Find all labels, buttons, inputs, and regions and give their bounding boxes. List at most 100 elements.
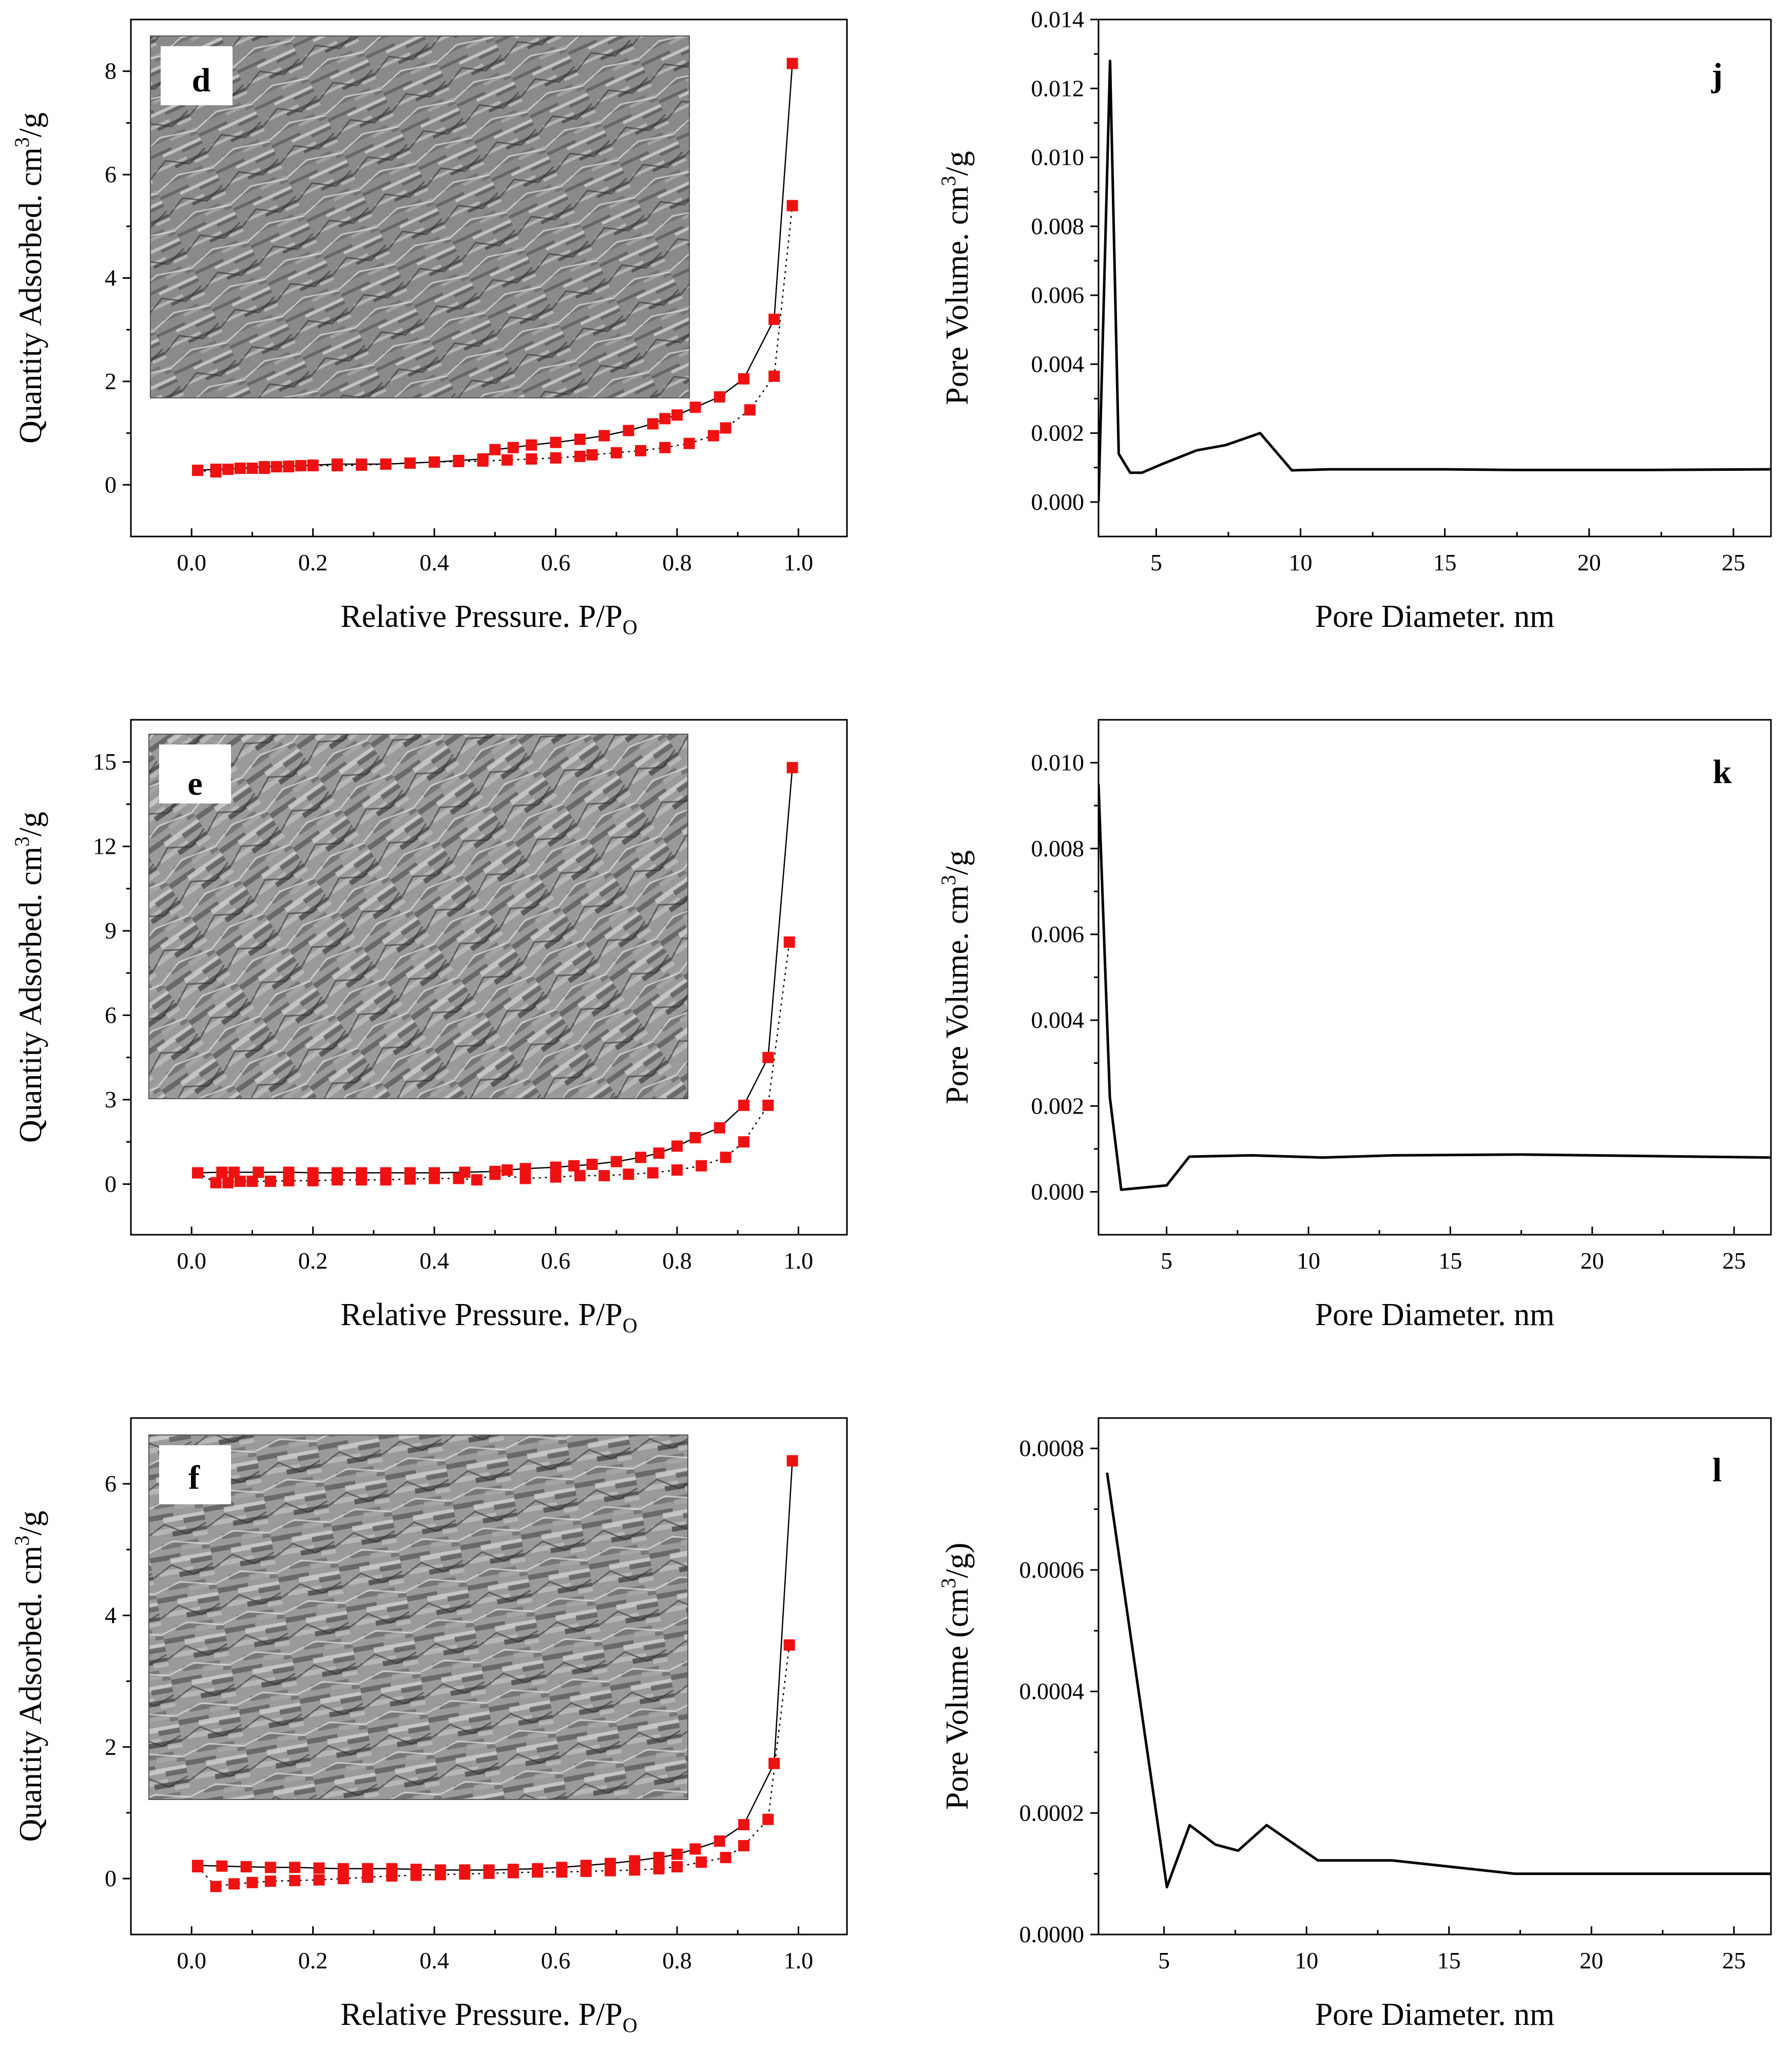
x-tick-label: 0.4 xyxy=(419,549,449,576)
data-point-adsorption xyxy=(762,1099,774,1111)
y-tick-label: 0.0008 xyxy=(1019,1435,1085,1461)
x-tick-label: 15 xyxy=(1433,549,1457,576)
data-point-desorption xyxy=(768,314,780,325)
data-point-desorption xyxy=(550,436,562,448)
x-tick-label: 5 xyxy=(1150,549,1162,576)
chart-panel-k: 5 10 15 20 25 0.000 0.002 0.004 0.006 0.008 0.010 P… xyxy=(937,719,1772,1332)
y-axis-label: Pore Volume. cm3/g xyxy=(937,850,975,1104)
data-point-desorption xyxy=(689,1132,701,1143)
x-tick-label: 10 xyxy=(1295,1947,1318,1974)
plot-frame xyxy=(130,1417,848,1936)
data-point-desorption xyxy=(404,457,416,469)
data-point-desorption xyxy=(599,430,610,442)
y-tick-label: 0.0002 xyxy=(1019,1799,1085,1826)
data-point-adsorption xyxy=(550,452,562,464)
data-point-desorption xyxy=(586,1158,598,1170)
data-point-adsorption xyxy=(762,1813,774,1825)
y-tick-label: 2 xyxy=(105,368,117,394)
data-point-adsorption xyxy=(623,1169,634,1180)
y-tick-label: 6 xyxy=(105,1002,117,1028)
x-axis-label-text: Relative Pressure. P/P xyxy=(340,1997,622,2032)
sem-inset-border xyxy=(148,734,688,1099)
data-point-desorption xyxy=(526,439,537,451)
data-point-adsorption xyxy=(786,200,798,212)
chart-panel-d: 0.0 0.2 0.4 0.6 0.8 1.0 0 2 4 6 8 Relative Pressure… xyxy=(10,18,848,639)
data-point-desorption xyxy=(477,453,489,465)
x-tick-label: 20 xyxy=(1579,1947,1603,1974)
data-point-desorption xyxy=(307,459,319,471)
data-point-desorption xyxy=(738,1099,750,1111)
y-axis-label-text: Quantity Adsorbed. cm xyxy=(13,1546,48,1842)
y-axis-label: Quantity Adsorbed. cm3/g xyxy=(10,1510,48,1842)
data-point-adsorption xyxy=(635,445,647,456)
chart-panel-l: 5 10 15 20 25 0.0000 0.0002 0.0004 0.0006 0.0008 P… xyxy=(937,1417,1772,2032)
sem-inset-image xyxy=(149,734,688,1099)
data-point-desorption xyxy=(671,409,683,421)
data-point-desorption xyxy=(629,1855,641,1867)
sem-inset-image xyxy=(149,1435,688,1799)
data-point-adsorption xyxy=(246,1876,258,1888)
panel-label: j xyxy=(1711,56,1723,94)
data-point-adsorption xyxy=(629,1864,641,1876)
x-axis-label: Pore Diameter. nm xyxy=(1315,599,1555,634)
data-point-desorption xyxy=(192,1860,204,1871)
data-point-adsorption xyxy=(647,1167,659,1179)
x-tick-label: 0.0 xyxy=(177,1248,206,1274)
series-line-pore-volume xyxy=(1099,60,1771,502)
x-axis-label-text: Pore Diameter. nm xyxy=(1315,599,1555,634)
y-tick-label: 0.010 xyxy=(1031,750,1085,776)
data-point-adsorption xyxy=(671,1861,683,1873)
y-axis-label-tail: /g xyxy=(13,1510,48,1535)
data-point-desorption xyxy=(362,1863,374,1874)
y-axis-label-tail: /g xyxy=(13,812,48,836)
y-tick-label: 0.014 xyxy=(1031,6,1085,32)
data-point-desorption xyxy=(429,456,440,468)
data-point-adsorption xyxy=(744,404,756,416)
x-axis-label: Relative Pressure. P/PO xyxy=(340,1997,637,2037)
x-axis-label-subscript: O xyxy=(623,616,638,639)
y-axis-label-text: Quantity Adsorbed. cm xyxy=(13,147,48,444)
y-tick-label: 12 xyxy=(93,833,117,859)
data-point-desorption xyxy=(507,442,519,453)
data-point-desorption xyxy=(507,1864,519,1875)
data-point-desorption xyxy=(556,1862,568,1873)
data-point-desorption xyxy=(786,762,798,774)
data-point-desorption xyxy=(192,465,204,476)
data-point-desorption xyxy=(659,413,671,425)
data-point-adsorption xyxy=(720,422,731,434)
data-point-desorption xyxy=(568,1160,580,1172)
data-point-desorption xyxy=(483,1864,495,1876)
data-point-desorption xyxy=(356,1167,368,1179)
data-point-desorption xyxy=(210,464,222,475)
data-point-desorption xyxy=(689,1843,701,1855)
data-point-adsorption xyxy=(222,1177,234,1189)
data-point-adsorption xyxy=(783,1639,795,1651)
y-tick-label: 9 xyxy=(105,917,117,944)
data-point-desorption xyxy=(489,1165,501,1177)
data-point-desorption xyxy=(331,458,343,470)
data-point-desorption xyxy=(307,1167,319,1179)
x-tick-label: 0.2 xyxy=(298,1248,328,1274)
y-tick-label: 0.002 xyxy=(1031,420,1085,446)
data-point-desorption xyxy=(228,1166,240,1178)
data-point-adsorption xyxy=(768,370,780,382)
data-point-desorption xyxy=(653,1852,665,1864)
y-axis-label-superscript: 3 xyxy=(10,836,33,847)
plot-frame xyxy=(1097,18,1772,538)
y-tick-label: 0 xyxy=(105,471,117,497)
x-tick-label: 5 xyxy=(1158,1947,1170,1974)
data-point-adsorption xyxy=(313,1874,325,1886)
x-tick-label: 25 xyxy=(1722,549,1745,576)
x-tick-label: 1.0 xyxy=(784,1248,814,1274)
data-point-desorption xyxy=(434,1864,446,1876)
data-point-desorption xyxy=(410,1864,422,1875)
sem-inset-border xyxy=(150,35,690,398)
data-point-desorption xyxy=(671,1140,683,1152)
data-point-adsorption xyxy=(246,463,258,474)
y-tick-label: 0.0004 xyxy=(1019,1678,1085,1705)
data-point-adsorption xyxy=(289,1874,301,1886)
data-point-adsorption xyxy=(526,453,537,465)
data-point-adsorption xyxy=(222,464,234,475)
data-point-adsorption xyxy=(471,1174,483,1186)
